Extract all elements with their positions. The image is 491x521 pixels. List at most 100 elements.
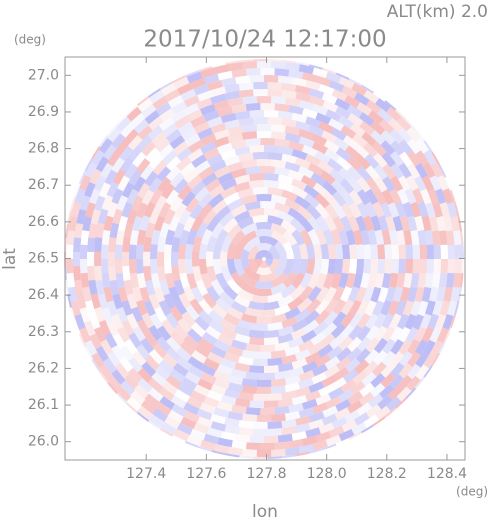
echo-cell	[390, 339, 404, 355]
echo-cell	[338, 428, 355, 442]
echo-cell	[337, 389, 354, 403]
echo-cell	[91, 352, 105, 369]
echo-cell	[111, 157, 125, 173]
echo-cell	[270, 282, 288, 296]
echo-cell	[149, 188, 163, 205]
echo-cell	[433, 259, 441, 274]
echo-cell	[328, 386, 345, 400]
echo-cell	[129, 272, 139, 288]
y-tick-label: 26.8	[28, 141, 59, 157]
echo-cell	[298, 259, 308, 275]
echo-cell	[415, 364, 430, 380]
echo-cell	[352, 272, 363, 289]
echo-cell	[153, 215, 166, 232]
echo-cell	[390, 163, 404, 179]
echo-cell	[441, 245, 449, 259]
echo-cell	[351, 422, 368, 436]
echo-cell	[382, 163, 396, 180]
echo-cell	[354, 412, 370, 426]
echo-cell	[397, 127, 413, 144]
echo-cell	[260, 200, 276, 210]
echo-cell	[397, 374, 413, 391]
echo-cell	[173, 202, 188, 219]
echo-cell	[389, 188, 402, 205]
echo-cell	[136, 229, 147, 245]
echo-cell	[387, 202, 400, 218]
echo-cell	[305, 390, 321, 402]
echo-cell	[122, 251, 130, 267]
echo-cell	[389, 374, 404, 390]
echo-cell	[321, 130, 338, 144]
echo-cell	[207, 351, 224, 365]
echo-cell	[328, 118, 345, 132]
echo-cell	[220, 318, 237, 332]
echo-cell	[322, 405, 339, 418]
echo-cell	[133, 384, 149, 399]
echo-cell	[277, 294, 294, 308]
echo-cell	[129, 230, 139, 246]
echo-cell	[242, 96, 257, 105]
echo-cell	[347, 391, 364, 405]
echo-cell	[373, 312, 387, 329]
echo-cell	[91, 149, 105, 166]
echo-cell	[246, 68, 261, 76]
echo-cell	[345, 358, 361, 373]
echo-cell	[302, 72, 318, 83]
echo-cell	[368, 393, 384, 408]
echo-cell	[330, 273, 342, 290]
echo-cell	[207, 427, 223, 438]
echo-cell	[294, 157, 311, 170]
echo-cell	[355, 348, 371, 364]
echo-cell	[112, 208, 123, 225]
echo-cell	[194, 187, 210, 202]
echo-cell	[137, 135, 153, 151]
echo-cell	[267, 117, 283, 126]
echo-cell	[197, 416, 213, 428]
echo-cell	[143, 236, 152, 252]
echo-cell	[185, 305, 200, 321]
echo-cell	[177, 244, 187, 259]
echo-cell	[103, 215, 114, 232]
echo-cell	[162, 150, 178, 165]
echo-cell	[330, 323, 346, 339]
echo-cell	[162, 381, 179, 395]
echo-cell	[214, 128, 230, 141]
echo-cell	[414, 286, 425, 303]
echo-cell	[201, 331, 218, 346]
echo-cell	[389, 230, 399, 246]
echo-cell	[442, 188, 454, 204]
echo-cell	[287, 207, 304, 222]
echo-cell	[443, 286, 453, 302]
echo-cell	[179, 340, 196, 356]
echo-cell	[162, 123, 179, 137]
echo-cell	[319, 170, 336, 185]
echo-cell	[101, 244, 109, 259]
echo-cell	[327, 345, 343, 360]
echo-cell	[234, 398, 251, 408]
echo-cell	[196, 408, 213, 421]
echo-cell	[132, 215, 143, 232]
echo-cell	[405, 327, 419, 343]
echo-cell	[115, 363, 130, 379]
echo-cell	[183, 103, 200, 116]
echo-cell	[260, 344, 276, 352]
echo-cell	[184, 410, 200, 423]
echo-cell	[186, 71, 203, 84]
echo-cell	[404, 313, 417, 330]
echo-cell	[115, 139, 130, 155]
echo-cell	[405, 244, 414, 259]
echo-cell	[274, 138, 290, 148]
echo-cell	[206, 215, 221, 232]
echo-cell	[379, 384, 395, 399]
echo-cell	[200, 133, 217, 146]
echo-cell	[419, 244, 427, 259]
echo-cell	[255, 221, 273, 230]
x-unit: (deg)	[456, 485, 488, 499]
echo-cell	[421, 175, 434, 192]
echo-cell	[224, 417, 240, 428]
echo-cell	[321, 413, 338, 426]
echo-cell	[130, 390, 146, 406]
echo-cell	[208, 319, 225, 334]
echo-cell	[374, 325, 388, 342]
echo-cell	[253, 81, 268, 90]
